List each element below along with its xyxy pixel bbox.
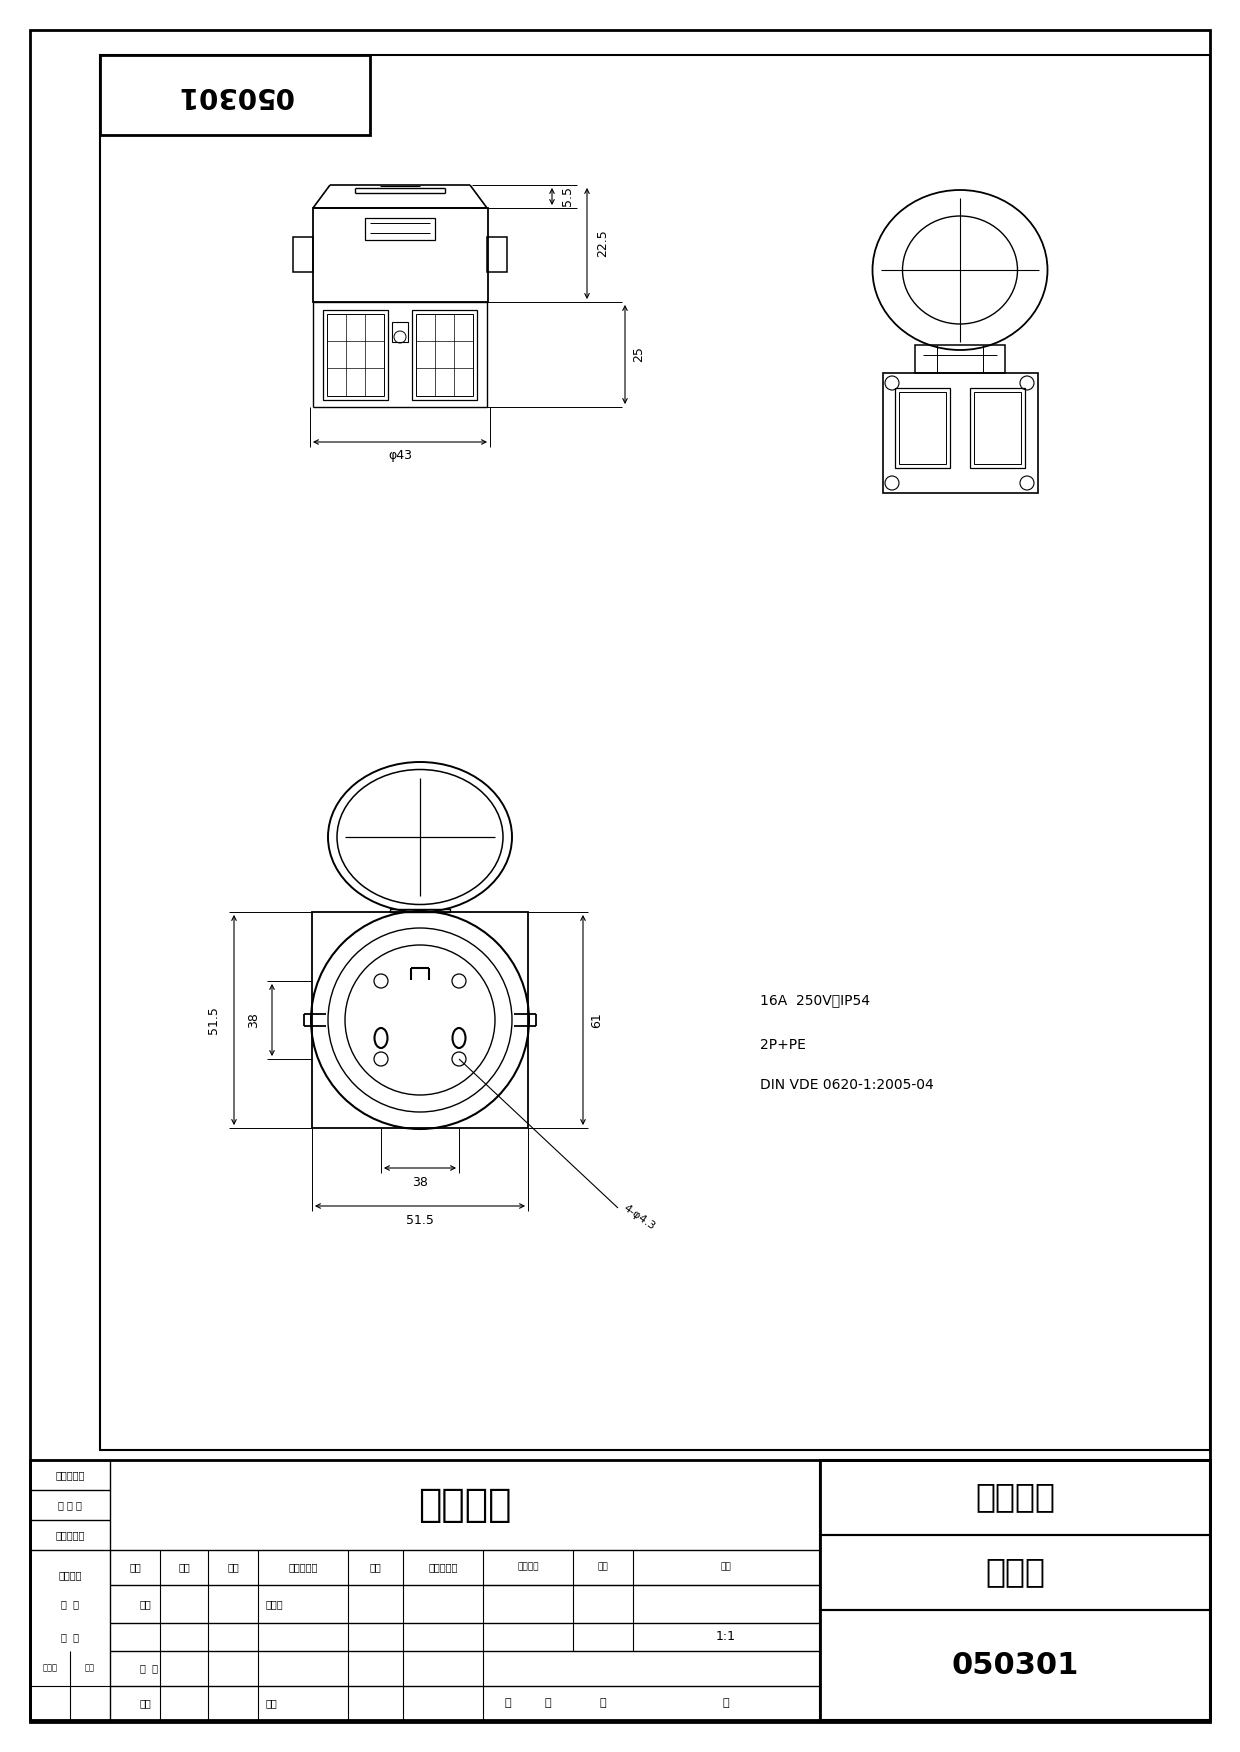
- Text: 重量: 重量: [598, 1563, 609, 1572]
- Text: 比例: 比例: [720, 1563, 732, 1572]
- Text: 张: 张: [723, 1698, 729, 1708]
- Text: 日期: 日期: [86, 1663, 95, 1673]
- Bar: [899, 392, 946, 464]
- Bar: [487, 237, 507, 272]
- Bar: [365, 217, 435, 240]
- Text: 51.5: 51.5: [405, 1214, 434, 1226]
- Bar: [820, 1459, 1210, 1720]
- Text: 38: 38: [412, 1176, 428, 1188]
- Text: 审  核: 审 核: [140, 1663, 157, 1673]
- Text: φ43: φ43: [388, 450, 412, 463]
- Text: 标准化: 标准化: [267, 1600, 284, 1608]
- Bar: [322, 310, 388, 399]
- Text: 51.5: 51.5: [207, 1006, 221, 1034]
- Text: 批准: 批准: [267, 1698, 278, 1708]
- Text: 更改文件号: 更改文件号: [289, 1563, 317, 1572]
- Bar: [820, 1610, 1210, 1720]
- Text: 工艺: 工艺: [140, 1698, 151, 1708]
- Text: 第: 第: [600, 1698, 606, 1708]
- Bar: [312, 208, 489, 301]
- Text: 签  字: 签 字: [61, 1600, 79, 1608]
- Bar: [30, 1459, 1210, 1720]
- Text: 德式插座: 德式插座: [418, 1486, 512, 1524]
- Bar: [970, 387, 1025, 468]
- Text: DIN VDE 0620-1:2005-04: DIN VDE 0620-1:2005-04: [760, 1077, 934, 1091]
- Text: 签名: 签名: [370, 1563, 381, 1572]
- Bar: [312, 913, 528, 1128]
- Bar: [915, 345, 1004, 373]
- Text: 阶段标记: 阶段标记: [517, 1563, 538, 1572]
- Text: 分区: 分区: [227, 1563, 239, 1572]
- Bar: [293, 237, 312, 272]
- Bar: [100, 54, 1210, 1451]
- Text: 共: 共: [505, 1698, 511, 1708]
- Text: 神创电气: 神创电气: [975, 1480, 1055, 1514]
- Bar: [100, 54, 370, 135]
- Bar: [415, 314, 472, 396]
- Text: 050301: 050301: [177, 81, 293, 109]
- Bar: [973, 392, 1021, 464]
- Text: 16A  250V～IP54: 16A 250V～IP54: [760, 993, 870, 1007]
- Bar: [820, 1535, 1210, 1610]
- Bar: [327, 314, 384, 396]
- Text: 2P+PE: 2P+PE: [760, 1037, 806, 1051]
- Text: 4-φ4.3: 4-φ4.3: [621, 1204, 656, 1232]
- Text: 标记: 标记: [129, 1563, 141, 1572]
- Text: 张: 张: [544, 1698, 552, 1708]
- Text: 底图总号: 底图总号: [58, 1570, 82, 1580]
- Bar: [412, 310, 477, 399]
- Text: 050301: 050301: [951, 1650, 1079, 1680]
- Text: 设计: 设计: [140, 1600, 151, 1608]
- Text: 档案员: 档案员: [42, 1663, 57, 1673]
- Text: 22.5: 22.5: [596, 230, 610, 258]
- Bar: [883, 373, 1038, 492]
- Bar: [391, 909, 450, 913]
- Text: 年、月、日: 年、月、日: [428, 1563, 458, 1572]
- Text: 日  期: 日 期: [61, 1633, 79, 1642]
- Text: 外形图: 外形图: [985, 1556, 1045, 1589]
- Text: 25: 25: [632, 347, 646, 363]
- Text: 61: 61: [590, 1013, 604, 1028]
- Bar: [392, 322, 408, 342]
- Text: 处数: 处数: [179, 1563, 190, 1572]
- Bar: [820, 1459, 1210, 1535]
- Text: 件 登 记: 件 登 记: [58, 1500, 82, 1510]
- Text: 借（通）用: 借（通）用: [56, 1470, 84, 1480]
- Bar: [30, 1459, 110, 1720]
- Text: 38: 38: [248, 1013, 260, 1028]
- Bar: [895, 387, 950, 468]
- Text: 旧底图总号: 旧底图总号: [56, 1529, 84, 1540]
- Text: 5.5: 5.5: [560, 186, 573, 207]
- Text: 1:1: 1:1: [715, 1631, 737, 1643]
